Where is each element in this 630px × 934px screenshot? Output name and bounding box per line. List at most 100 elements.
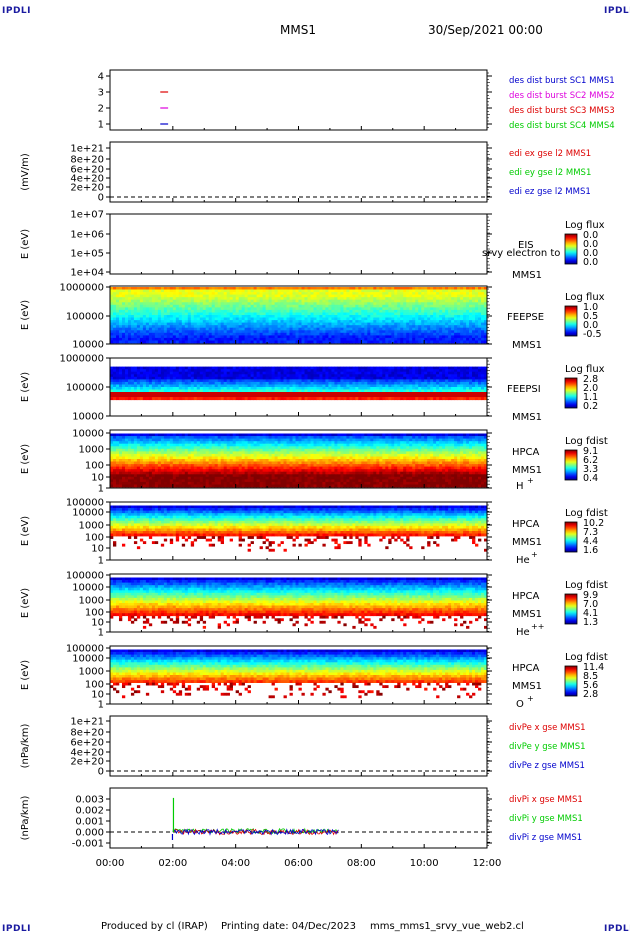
heatmap-cell [220, 299, 225, 303]
heatmap-cell [262, 379, 266, 383]
heatmap-cell [394, 387, 398, 390]
heatmap-cell [316, 302, 320, 306]
heatmap-cell [466, 366, 470, 370]
heatmap-cell [154, 309, 159, 313]
heatmap-cell [319, 371, 323, 375]
heatmap-cell [160, 307, 165, 311]
heatmap-cell [184, 340, 189, 344]
heatmap-cell [451, 387, 455, 390]
heatmap-cell [316, 304, 320, 308]
heatmap-cell [457, 397, 461, 401]
heatmap-cell [484, 384, 488, 388]
heatmap-cell [223, 369, 228, 373]
edi-frame [109, 141, 488, 203]
heatmap-cell [145, 332, 150, 336]
heatmap-cell [373, 381, 377, 385]
heatmap-cell [394, 389, 398, 393]
heatmap-cell [241, 299, 246, 303]
heatmap-cell [310, 294, 314, 298]
heatmap-cell [244, 337, 248, 341]
heatmap-cell [223, 337, 228, 341]
heatmap-cell [433, 436, 437, 439]
heatmap-cell [122, 302, 126, 306]
heatmap-cell [199, 332, 204, 336]
heatmap-cell [457, 433, 461, 437]
heatmap-cell [202, 330, 207, 334]
y-tick-label: 1e+06 [70, 230, 104, 241]
heatmap-cell [250, 287, 254, 290]
heatmap-cell [253, 332, 257, 336]
heatmap-cell [289, 309, 293, 313]
heatmap-cell [208, 302, 213, 306]
heatmap-cell [268, 330, 272, 334]
heatmap-cell [307, 366, 311, 370]
heatmap-cell [139, 433, 144, 437]
heatmap-cell [268, 322, 272, 326]
heatmap-cell [241, 436, 246, 439]
heatmap-cell [298, 436, 302, 439]
heatmap-cell [160, 340, 165, 344]
heatmap-cell [481, 325, 485, 329]
heatmap-cell [187, 287, 192, 290]
heatmap-cell [289, 304, 293, 308]
heatmap-cell [226, 312, 231, 316]
heatmap-cell [184, 436, 189, 439]
heatmap-cell [145, 433, 150, 437]
heatmap-cell [196, 389, 201, 393]
heatmap-cell [277, 299, 281, 303]
heatmap-cell [400, 397, 404, 401]
heatmap-cell [187, 387, 192, 390]
heatmap-cell [154, 366, 159, 370]
heatmap-cell [310, 381, 314, 385]
heatmap-cell [364, 376, 368, 380]
heatmap-cell [184, 320, 189, 323]
heatmap-cell [193, 379, 198, 383]
heatmap-cell [421, 304, 425, 308]
heatmap-cell [190, 315, 195, 318]
heatmap-cell [166, 294, 171, 298]
heatmap-cell [337, 292, 341, 295]
heatmap-cell [334, 309, 338, 313]
heatmap-cell [268, 436, 272, 439]
heatmap-cell [217, 307, 222, 311]
heatmap-cell [190, 340, 195, 344]
heatmap-cell [193, 332, 198, 336]
heatmap-cell [352, 302, 356, 306]
heatmap-cell [229, 374, 234, 378]
heatmap-cell [304, 302, 308, 306]
y-tick-label: 1e+21 [70, 144, 104, 155]
heatmap-cell [116, 330, 120, 334]
heatmap-cell [412, 366, 416, 370]
heatmap-cell [364, 340, 368, 344]
heatmap-cell [481, 299, 485, 303]
heatmap-cell [304, 376, 308, 380]
heatmap-cell [110, 304, 114, 308]
heatmap-cell [349, 312, 353, 316]
heatmap-cell [307, 330, 311, 334]
heatmap-cell [322, 294, 326, 298]
heatmap-cell [397, 381, 401, 385]
heatmap-cell [445, 325, 449, 329]
heatmap-cell [196, 340, 201, 344]
footer-produced-by: Produced by cl (IRAP) [101, 921, 208, 932]
heatmap-cell [259, 397, 263, 401]
heatmap-cell [304, 317, 308, 321]
heatmap-cell [199, 315, 204, 318]
heatmap-cell [214, 302, 219, 306]
heatmap-cell [457, 297, 461, 301]
heatmap-cell [238, 366, 243, 370]
heatmap-cell [433, 387, 437, 390]
heatmap-cell [463, 307, 467, 311]
heatmap-cell [229, 299, 234, 303]
heatmap-cell [418, 340, 422, 344]
heatmap-cell [289, 312, 293, 316]
heatmap-cell [223, 438, 228, 442]
heatmap-cell [223, 294, 228, 298]
heatmap-cell [337, 371, 341, 375]
heatmap-cell [460, 287, 464, 290]
heatmap-cell [238, 325, 243, 329]
heatmap-cell [346, 384, 350, 388]
heatmap-cell [148, 376, 153, 380]
heatmap-cell [373, 379, 377, 383]
heatmap-cell [157, 299, 162, 303]
